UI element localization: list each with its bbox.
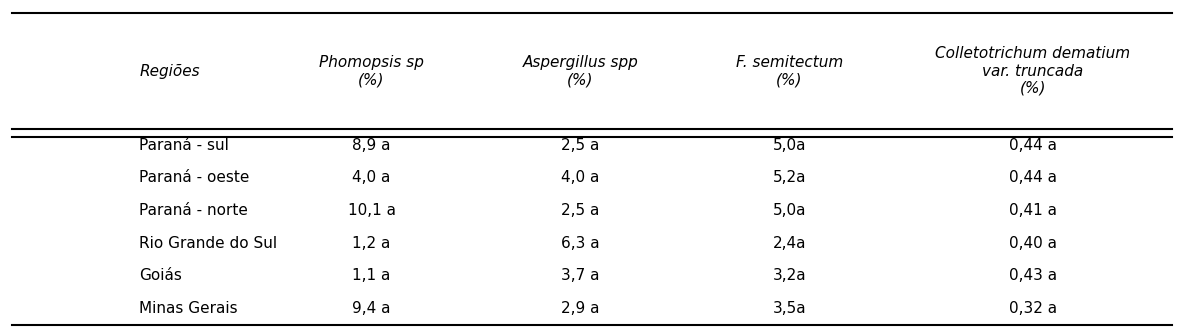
Text: 2,5 a: 2,5 a: [561, 203, 599, 218]
Text: Colletotrichum dematium
var. truncada
(%): Colletotrichum dematium var. truncada (%…: [935, 46, 1131, 96]
Text: 10,1 a: 10,1 a: [348, 203, 395, 218]
Text: Paraná - norte: Paraná - norte: [140, 203, 249, 218]
Text: 0,41 a: 0,41 a: [1009, 203, 1057, 218]
Text: Minas Gerais: Minas Gerais: [140, 301, 238, 316]
Text: 2,5 a: 2,5 a: [561, 138, 599, 152]
Text: 5,0a: 5,0a: [772, 138, 806, 152]
Text: 2,4a: 2,4a: [772, 236, 806, 251]
Text: 0,40 a: 0,40 a: [1009, 236, 1057, 251]
Text: 0,44 a: 0,44 a: [1009, 170, 1057, 185]
Text: 3,7 a: 3,7 a: [561, 268, 599, 283]
Text: Rio Grande do Sul: Rio Grande do Sul: [140, 236, 277, 251]
Text: 8,9 a: 8,9 a: [353, 138, 391, 152]
Text: 1,1 a: 1,1 a: [353, 268, 391, 283]
Text: Paraná - sul: Paraná - sul: [140, 138, 230, 152]
Text: 0,44 a: 0,44 a: [1009, 138, 1057, 152]
Text: 5,0a: 5,0a: [772, 203, 806, 218]
Text: 3,2a: 3,2a: [772, 268, 806, 283]
Text: 0,32 a: 0,32 a: [1009, 301, 1057, 316]
Text: 5,2a: 5,2a: [772, 170, 806, 185]
Text: 0,43 a: 0,43 a: [1009, 268, 1057, 283]
Text: Regiões: Regiões: [140, 64, 200, 78]
Text: Paraná - oeste: Paraná - oeste: [140, 170, 250, 185]
Text: 9,4 a: 9,4 a: [353, 301, 391, 316]
Text: F. semitectum
(%): F. semitectum (%): [735, 55, 843, 87]
Text: 6,3 a: 6,3 a: [561, 236, 600, 251]
Text: Goiás: Goiás: [140, 268, 182, 283]
Text: 1,2 a: 1,2 a: [353, 236, 391, 251]
Text: 4,0 a: 4,0 a: [561, 170, 599, 185]
Text: 3,5a: 3,5a: [772, 301, 806, 316]
Text: Phomopsis sp
(%): Phomopsis sp (%): [320, 55, 424, 87]
Text: 2,9 a: 2,9 a: [561, 301, 599, 316]
Text: 4,0 a: 4,0 a: [353, 170, 391, 185]
Text: Aspergillus spp
(%): Aspergillus spp (%): [522, 55, 638, 87]
